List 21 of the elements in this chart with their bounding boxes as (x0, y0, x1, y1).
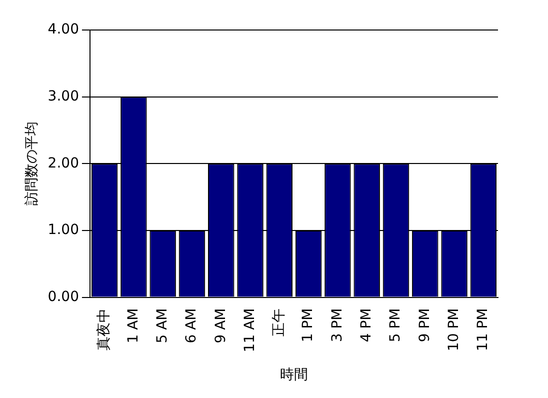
y-tick-label: 2.00 (48, 155, 79, 172)
x-tick-label: 6 AM (184, 308, 200, 344)
x-tick-label: 10 PM (446, 308, 462, 352)
x-tick-label: 1 AM (125, 308, 142, 344)
x-tick-label: 11 PM (475, 308, 492, 352)
x-tick-label: 9 PM (416, 308, 433, 342)
x-tick-label: 9 AM (212, 308, 229, 344)
y-tick-label: 3.00 (48, 88, 79, 104)
y-tick-label: 0.00 (48, 288, 79, 305)
y-tick-label: 1.00 (48, 222, 79, 238)
x-tick-label: 真夜中 (96, 308, 112, 350)
y-tick-label: 4.00 (48, 22, 79, 38)
x-tick-label: 正午 (271, 308, 288, 336)
x-tick-label: 1 PM (300, 308, 316, 342)
x-tick-label: 5 AM (154, 308, 170, 344)
x-tick-label: 4 PM (358, 308, 374, 342)
x-tick-label: 3 PM (329, 308, 346, 342)
x-tick-label: 5 PM (388, 308, 404, 342)
x-tick-label: 11 AM (242, 308, 258, 352)
x-axis-title: 時間 (280, 367, 308, 384)
y-axis-title: 訪問数の平均 (24, 122, 40, 206)
